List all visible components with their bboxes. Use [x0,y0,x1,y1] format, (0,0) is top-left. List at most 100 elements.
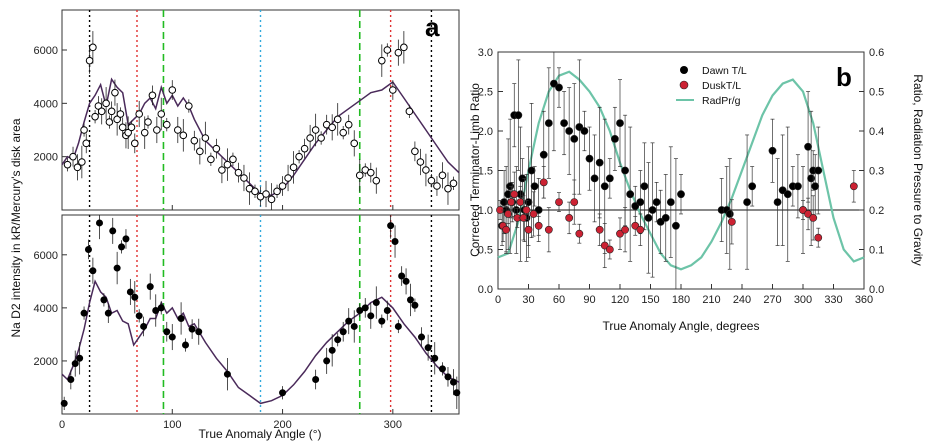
x-tick-label: 300 [794,294,812,306]
data-point [400,43,408,52]
legend-marker [679,80,689,90]
data-point [394,48,403,57]
y-tick-label: 2000 [34,152,58,164]
data-point [394,322,402,330]
panel-a: Na D2 intensity in kR/Mercury's disk are… [9,9,461,441]
data-point [185,102,193,110]
data-point [105,118,114,126]
x-tick-label: 360 [855,294,873,306]
data-point [590,174,599,183]
data-point [179,131,188,140]
data-point [768,146,777,155]
data-point [794,182,802,191]
data-point [575,123,584,131]
data-point [73,163,82,172]
data-point [427,176,436,185]
data-point [218,166,226,174]
data-point [195,328,203,336]
data-point [328,346,336,354]
data-point [140,128,149,137]
data-point [672,221,680,230]
data-point [804,210,812,218]
data-point [595,158,604,167]
data-point [524,198,533,206]
data-point [63,160,72,169]
data-point [449,378,457,386]
data-point [406,296,414,304]
panel-a-xlabel: True Anomaly Angle (°) [198,427,321,441]
data-point [411,147,419,156]
y-tick-label: 1.0 [478,205,493,217]
data-point [240,174,248,182]
data-point [60,399,68,407]
data-point [344,120,353,129]
y-tick-label: 2.0 [478,126,493,138]
data-point [595,225,604,234]
y2-tick-label: 0.1 [869,245,884,257]
data-point [111,88,119,97]
data-point [190,136,199,145]
x-tick-label: 270 [763,294,781,306]
data-point [223,370,231,378]
data-point [560,119,568,127]
data-point [544,225,553,234]
y-tick-label: 3.0 [478,47,493,59]
data-point [67,376,75,384]
data-point [544,119,553,127]
data-point [600,241,609,250]
legend-marker [680,66,688,74]
data-point [130,139,139,148]
data-point [104,309,112,317]
data-point [168,86,177,94]
data-point [173,126,182,134]
data-point [530,182,539,191]
data-point [514,111,523,120]
data-point [636,198,645,206]
x-tick-label: 0 [59,419,65,431]
data-point [350,139,359,148]
data-point [539,178,548,187]
data-point [605,174,614,183]
data-point [102,99,110,108]
data-point [355,171,364,180]
data-point [182,341,190,349]
data-point [113,264,121,272]
data-point [89,267,97,275]
data-point [504,210,513,218]
data-point [565,127,574,135]
panel-b-xlabel: True Anomaly Angle, degrees [603,319,760,333]
data-point [636,225,645,234]
data-point [223,160,232,169]
data-point [507,198,516,206]
data-point [725,210,734,218]
data-point [251,187,259,196]
data-point [234,168,243,177]
y-tick-label: 0.0 [478,284,493,296]
y2-tick-label: 0.5 [869,87,884,99]
x-tick-label: 0 [495,294,501,306]
data-point [411,301,419,309]
data-point [804,142,812,151]
data-point [372,299,380,307]
data-point [356,307,364,315]
data-point [196,147,204,156]
data-point [405,107,414,116]
data-point [402,277,410,285]
subplot-top: 2000 4000 6000 a [34,9,460,211]
y-tick-label: 1.5 [478,166,493,178]
x-tick-label: 200 [273,419,291,431]
data-point [398,272,406,280]
subplot-bottom: 2000 4000 6000 0 100 200 300 [34,214,461,431]
data-point [312,376,320,384]
data-point [811,182,820,191]
panel-label: a [425,12,440,42]
data-point [122,235,130,243]
data-point [89,43,97,52]
legend-label: RadPr/g [702,95,741,107]
y2-tick-label: 0.0 [869,284,884,296]
data-point [152,307,160,315]
x-tick-label: 120 [611,294,629,306]
data-point [85,56,94,65]
y-tick-label: 2.5 [478,87,493,99]
